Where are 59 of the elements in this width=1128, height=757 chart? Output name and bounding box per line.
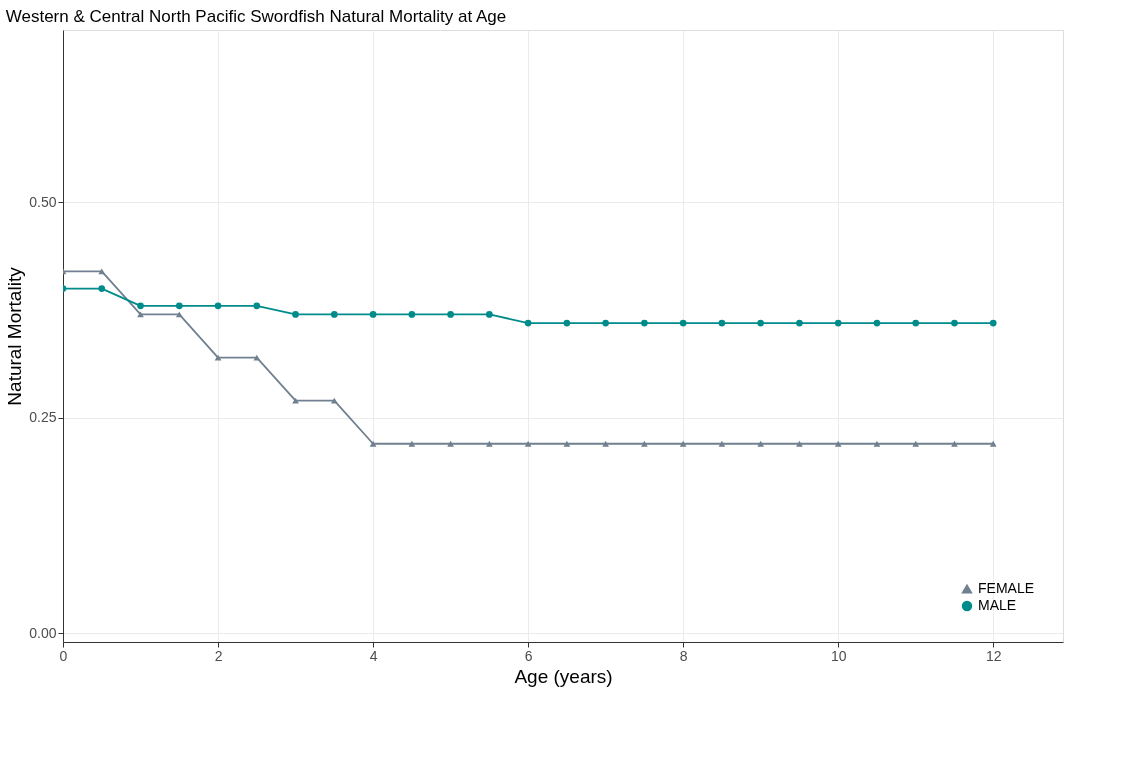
point — [951, 319, 958, 327]
point — [796, 440, 803, 447]
x-tick-label: 8 — [679, 647, 688, 664]
point — [679, 319, 687, 327]
point — [408, 440, 416, 447]
point — [369, 311, 377, 318]
point — [292, 311, 299, 318]
point — [563, 440, 571, 447]
point — [292, 397, 299, 404]
point — [602, 319, 609, 327]
y-tick-label: 0.50 — [29, 193, 57, 210]
point — [330, 397, 338, 404]
x-tick-label: 2 — [214, 647, 223, 664]
point — [679, 440, 687, 447]
point — [563, 319, 571, 327]
point — [330, 311, 338, 318]
x-tick-label: 6 — [524, 647, 533, 664]
point — [253, 302, 261, 310]
x-tick-label: 12 — [985, 647, 1002, 664]
point — [989, 319, 997, 327]
point — [718, 440, 726, 447]
x-tick-label: 4 — [369, 647, 378, 664]
point — [912, 319, 920, 327]
point — [834, 319, 842, 327]
point — [447, 311, 454, 318]
point — [757, 440, 765, 447]
point — [873, 440, 881, 447]
x-tick-label: 10 — [830, 647, 847, 664]
x-tick-label: 0 — [59, 647, 68, 664]
point — [98, 285, 106, 292]
point — [486, 311, 493, 318]
point — [175, 302, 183, 310]
point — [602, 440, 609, 447]
legend-label: MALE — [978, 597, 1017, 613]
x-axis-title: Age (years) — [514, 665, 613, 687]
point — [408, 311, 416, 318]
chart-title: Western & Central North Pacific Swordfish Natural Mortality at Age — [5, 7, 507, 26]
point — [137, 302, 144, 310]
point — [873, 319, 881, 327]
y-tick-label: 0.00 — [29, 624, 57, 641]
point — [369, 440, 377, 447]
point — [951, 440, 958, 447]
point — [641, 319, 648, 327]
point — [834, 440, 842, 447]
point — [718, 319, 726, 327]
point — [214, 302, 222, 310]
point — [757, 319, 765, 327]
point — [524, 440, 532, 447]
y-axis-title: Natural Mortality — [4, 266, 26, 406]
point — [641, 440, 648, 447]
point — [989, 440, 997, 447]
point — [912, 440, 920, 447]
point — [98, 268, 106, 275]
y-tick-label: 0.25 — [29, 409, 57, 426]
point — [447, 440, 454, 447]
point — [524, 319, 532, 327]
legend-label: FEMALE — [978, 580, 1035, 596]
point — [486, 440, 493, 447]
point — [796, 319, 803, 327]
